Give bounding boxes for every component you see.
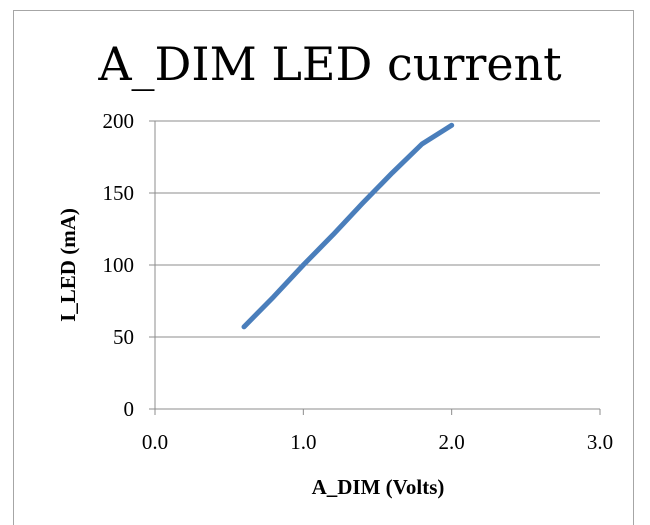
x-axis-title: A_DIM (Volts)	[312, 475, 445, 499]
chart-frame	[13, 10, 634, 525]
x-tick-label-1: 1.0	[290, 430, 316, 454]
y-tick-label-4: 200	[103, 109, 135, 133]
y-axis-title: I_LED (mA)	[56, 208, 80, 322]
x-tick-label-2: 2.0	[439, 430, 465, 454]
y-tick-label-1: 50	[113, 325, 134, 349]
y-tick-label-3: 150	[103, 181, 135, 205]
chart-title: A_DIM LED current	[97, 37, 562, 91]
gridlines	[154, 120, 600, 410]
series-line-0	[241, 122, 455, 330]
y-tick-label-2: 100	[103, 253, 135, 277]
x-tick-label-3: 3.0	[587, 430, 613, 454]
x-tick-label-0: 0.0	[142, 430, 168, 454]
x-axis-ticks: 0.0 1.0 2.0 3.0	[142, 409, 613, 454]
series-layer	[241, 122, 455, 330]
y-axis-ticks: 0 50 100 150 200	[103, 109, 155, 421]
y-tick-label-0: 0	[124, 397, 135, 421]
